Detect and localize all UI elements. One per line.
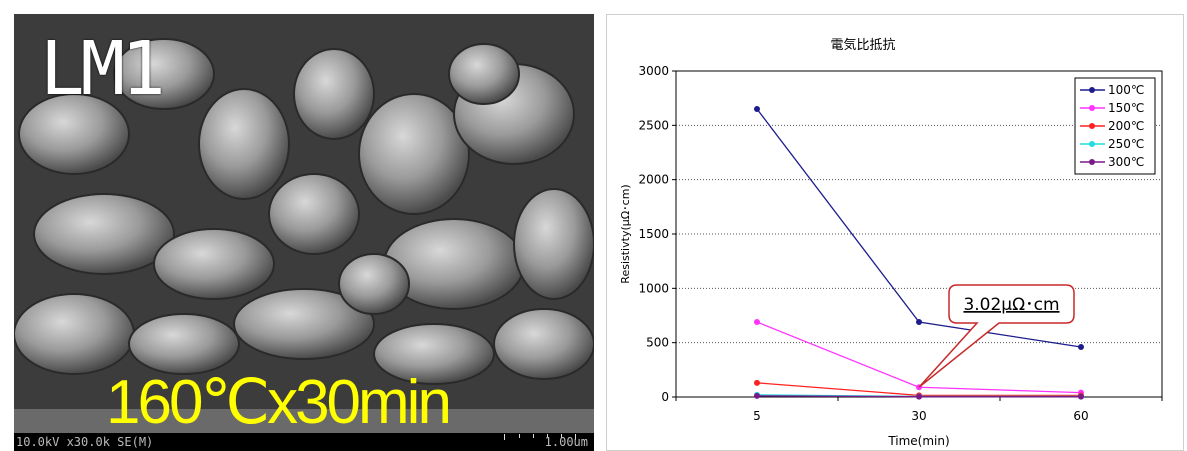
y-tick-label: 1000 <box>638 281 669 295</box>
legend-swatch-marker <box>1089 141 1095 147</box>
legend-entry: 200℃ <box>1108 119 1144 133</box>
x-tick-label: 60 <box>1073 409 1088 423</box>
legend-swatch-marker <box>1089 159 1095 165</box>
legend-swatch-marker <box>1089 87 1095 93</box>
legend-swatch-marker <box>1089 105 1095 111</box>
data-point <box>916 393 922 400</box>
scale-bar <box>504 434 576 440</box>
data-point <box>754 106 760 113</box>
legend-entry: 150℃ <box>1108 101 1144 115</box>
callout-text: 3.02μΩ･cm <box>963 295 1059 315</box>
data-point <box>754 392 760 399</box>
data-point <box>916 319 922 326</box>
y-tick-label: 1500 <box>638 227 669 241</box>
legend-entry: 300℃ <box>1108 155 1144 169</box>
data-point <box>754 319 760 326</box>
sem-micrograph: LM1 160℃x30min 10.0kV x30.0k SE(M) 1.00u… <box>14 14 594 451</box>
chart-title: 電気比抵抗 <box>830 37 895 53</box>
y-tick-label: 0 <box>661 390 669 404</box>
legend-entry: 250℃ <box>1108 137 1144 151</box>
sem-info-bar: 10.0kV x30.0k SE(M) 1.00um <box>14 433 594 451</box>
data-point <box>1078 393 1084 400</box>
y-axis-label: Resistivty(μΩ･cm) <box>619 184 632 283</box>
sem-image-texture <box>14 14 594 451</box>
y-tick-label: 500 <box>646 336 669 350</box>
y-tick-label: 3000 <box>638 64 669 78</box>
y-tick-label: 2000 <box>638 173 669 187</box>
series-line-1 <box>756 321 1082 394</box>
data-point <box>1078 344 1084 351</box>
x-tick-label: 5 <box>753 409 761 423</box>
y-tick-label: 2500 <box>638 118 669 132</box>
x-tick-label: 30 <box>911 409 926 423</box>
legend-swatch-marker <box>1089 123 1095 129</box>
legend-entry: 100℃ <box>1108 83 1144 97</box>
chart-canvas: 電気比抵抗 0 500 1000 1500 2000 2500 3000 5 30 60 3.0… <box>619 37 1163 448</box>
sample-label: LM1 <box>40 26 166 112</box>
process-condition-label: 160℃x30min <box>106 368 452 437</box>
scale-bar-label: 1.00um <box>544 435 588 449</box>
data-point <box>754 379 760 386</box>
resistivity-chart: 電気比抵抗 0 500 1000 1500 2000 2500 3000 5 30 60 3.0… <box>606 14 1184 451</box>
x-axis-label: Time(min) <box>887 434 949 448</box>
sem-acquisition-params: 10.0kV x30.0k SE(M) <box>16 435 154 449</box>
callout-box <box>918 284 1075 388</box>
